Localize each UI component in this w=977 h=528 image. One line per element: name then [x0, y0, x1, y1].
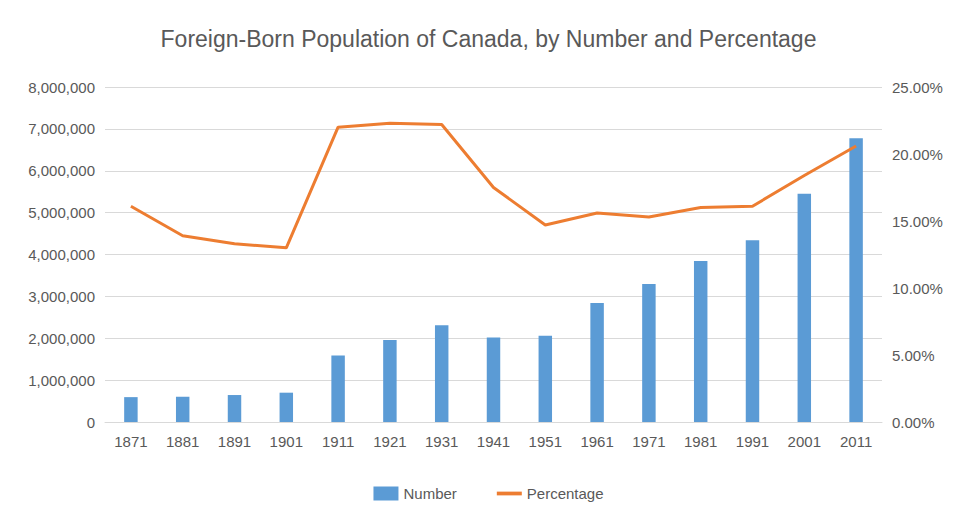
svg-text:5,000,000: 5,000,000	[28, 204, 95, 221]
svg-text:20.00%: 20.00%	[892, 146, 943, 163]
svg-text:1921: 1921	[373, 433, 406, 450]
svg-text:1941: 1941	[477, 433, 510, 450]
svg-text:8,000,000: 8,000,000	[28, 79, 95, 96]
svg-text:1891: 1891	[218, 433, 251, 450]
svg-text:15.00%: 15.00%	[892, 213, 943, 230]
svg-text:2001: 2001	[788, 433, 821, 450]
svg-text:3,000,000: 3,000,000	[28, 288, 95, 305]
svg-text:1,000,000: 1,000,000	[28, 372, 95, 389]
svg-text:7,000,000: 7,000,000	[28, 120, 95, 137]
svg-text:Foreign-Born Population of Can: Foreign-Born Population of Canada, by Nu…	[161, 26, 817, 52]
svg-text:25.00%: 25.00%	[892, 79, 943, 96]
svg-text:1991: 1991	[736, 433, 769, 450]
svg-text:1901: 1901	[270, 433, 303, 450]
svg-text:1961: 1961	[580, 433, 613, 450]
svg-text:Percentage: Percentage	[527, 485, 604, 502]
svg-text:1881: 1881	[166, 433, 199, 450]
svg-text:0: 0	[87, 414, 95, 431]
svg-text:2,000,000: 2,000,000	[28, 330, 95, 347]
svg-text:5.00%: 5.00%	[892, 347, 935, 364]
svg-text:1971: 1971	[632, 433, 665, 450]
svg-text:10.00%: 10.00%	[892, 280, 943, 297]
svg-text:0.00%: 0.00%	[892, 414, 935, 431]
svg-text:1911: 1911	[322, 433, 354, 450]
svg-text:6,000,000: 6,000,000	[28, 162, 95, 179]
svg-text:4,000,000: 4,000,000	[28, 246, 95, 263]
svg-text:Number: Number	[403, 485, 456, 502]
svg-text:1981: 1981	[684, 433, 717, 450]
svg-text:1871: 1871	[114, 433, 147, 450]
svg-text:1931: 1931	[425, 433, 458, 450]
svg-text:1951: 1951	[529, 433, 562, 450]
svg-text:2011: 2011	[840, 433, 872, 450]
